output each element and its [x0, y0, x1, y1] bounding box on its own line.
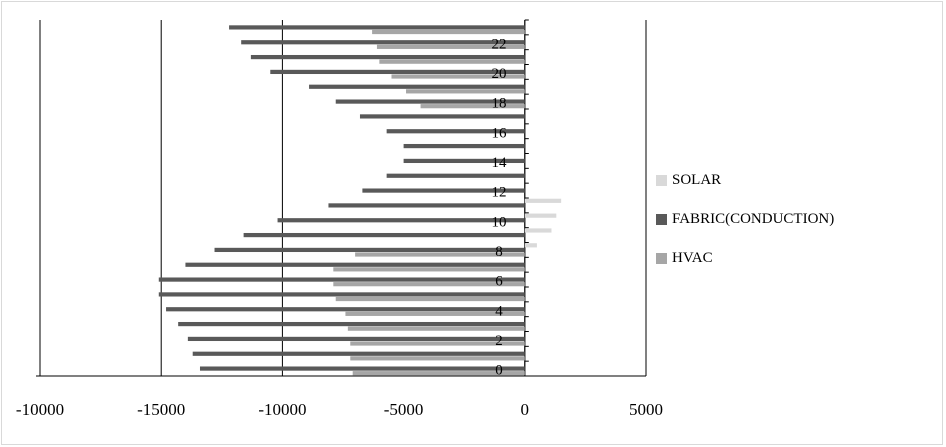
category-label-2: 2: [495, 333, 503, 349]
bar-solar-8: [524, 243, 537, 248]
bar-fabric-conduction-9: [243, 232, 525, 238]
category-label-18: 18: [492, 96, 507, 112]
bar-hvac-3: [347, 326, 525, 331]
legend-item-hvac: HVAC: [656, 248, 834, 268]
x-tick-label-5: 5000: [629, 400, 663, 419]
legend-label-hvac: HVAC: [672, 249, 713, 266]
category-label-6: 6: [495, 274, 503, 290]
bar-fabric-conduction-11: [328, 203, 525, 208]
category-label-12: 12: [492, 185, 507, 201]
category-label-20: 20: [492, 66, 507, 82]
category-label-22: 22: [492, 36, 507, 52]
legend-item-fabric: FABRIC(CONDUCTION): [656, 209, 834, 229]
bar-fabric-conduction-20: [270, 69, 525, 75]
bar-fabric-conduction-14: [403, 158, 525, 164]
legend-label-solar: SOLAR: [672, 171, 722, 188]
bar-fabric-conduction-2: [187, 336, 525, 342]
bar-hvac-19: [406, 89, 525, 94]
category-label-8: 8: [495, 244, 503, 260]
category-label-10: 10: [492, 214, 507, 230]
bar-fabric-conduction-8: [214, 247, 525, 253]
category-label-14: 14: [492, 155, 508, 171]
bar-fabric-conduction-3: [178, 321, 525, 327]
bar-fabric-conduction-18: [335, 99, 525, 104]
bar-hvac-1: [350, 356, 525, 361]
x-tick-label-0: -10000: [16, 400, 64, 419]
bar-hvac-20: [391, 74, 525, 79]
bar-solar-9: [524, 228, 552, 233]
bar-fabric-conduction-15: [403, 143, 525, 149]
legend-swatch-fabric: [656, 213, 667, 225]
bar-hvac-21: [379, 59, 525, 64]
legend-label-fabric: FABRIC(CONDUCTION): [672, 210, 835, 227]
category-label-16: 16: [492, 125, 508, 141]
x-tick-label-1: -15000: [137, 400, 185, 419]
bar-fabric-conduction-7: [185, 262, 525, 267]
bar-fabric-conduction-12: [362, 188, 525, 193]
bar-hvac-5: [335, 296, 525, 302]
bar-fabric-conduction-17: [359, 114, 525, 119]
bar-fabric-conduction-21: [250, 54, 525, 60]
bar-fabric-conduction-1: [192, 351, 525, 356]
bar-fabric-conduction-23: [229, 25, 525, 30]
bar-hvac-7: [333, 267, 525, 272]
bar-fabric-conduction-16: [386, 129, 525, 134]
bar-hvac-23: [372, 29, 525, 35]
bar-fabric-conduction-10: [277, 218, 525, 223]
x-tick-label-2: -10000: [258, 400, 306, 419]
bar-hvac-6: [333, 282, 525, 287]
bar-solar-10: [524, 213, 557, 218]
legend: SOLAR FABRIC(CONDUCTION) HVAC: [656, 170, 834, 287]
x-tick-label-3: -5000: [384, 400, 424, 419]
bar-fabric-conduction-22: [241, 40, 525, 45]
x-tick-label-4: 0: [521, 400, 530, 419]
bar-fabric-conduction-19: [309, 84, 525, 89]
legend-swatch-solar: [656, 174, 667, 186]
bar-hvac-22: [376, 44, 525, 49]
legend-item-solar: SOLAR: [656, 170, 834, 190]
bar-hvac-18: [420, 104, 525, 109]
bar-fabric-conduction-0: [199, 366, 525, 371]
bar-solar-11: [524, 198, 562, 203]
bar-fabric-conduction-13: [386, 173, 525, 178]
bar-hvac-2: [350, 341, 525, 346]
bar-fabric-conduction-4: [166, 307, 525, 312]
bar-fabric-conduction-5: [158, 292, 525, 297]
legend-swatch-hvac: [656, 252, 667, 264]
bar-fabric-conduction-6: [158, 277, 525, 282]
category-label-0: 0: [495, 363, 503, 379]
bar-hvac-4: [345, 311, 525, 316]
category-label-4: 4: [495, 303, 503, 319]
bar-hvac-0: [352, 371, 525, 376]
bar-hvac-8: [355, 252, 525, 257]
